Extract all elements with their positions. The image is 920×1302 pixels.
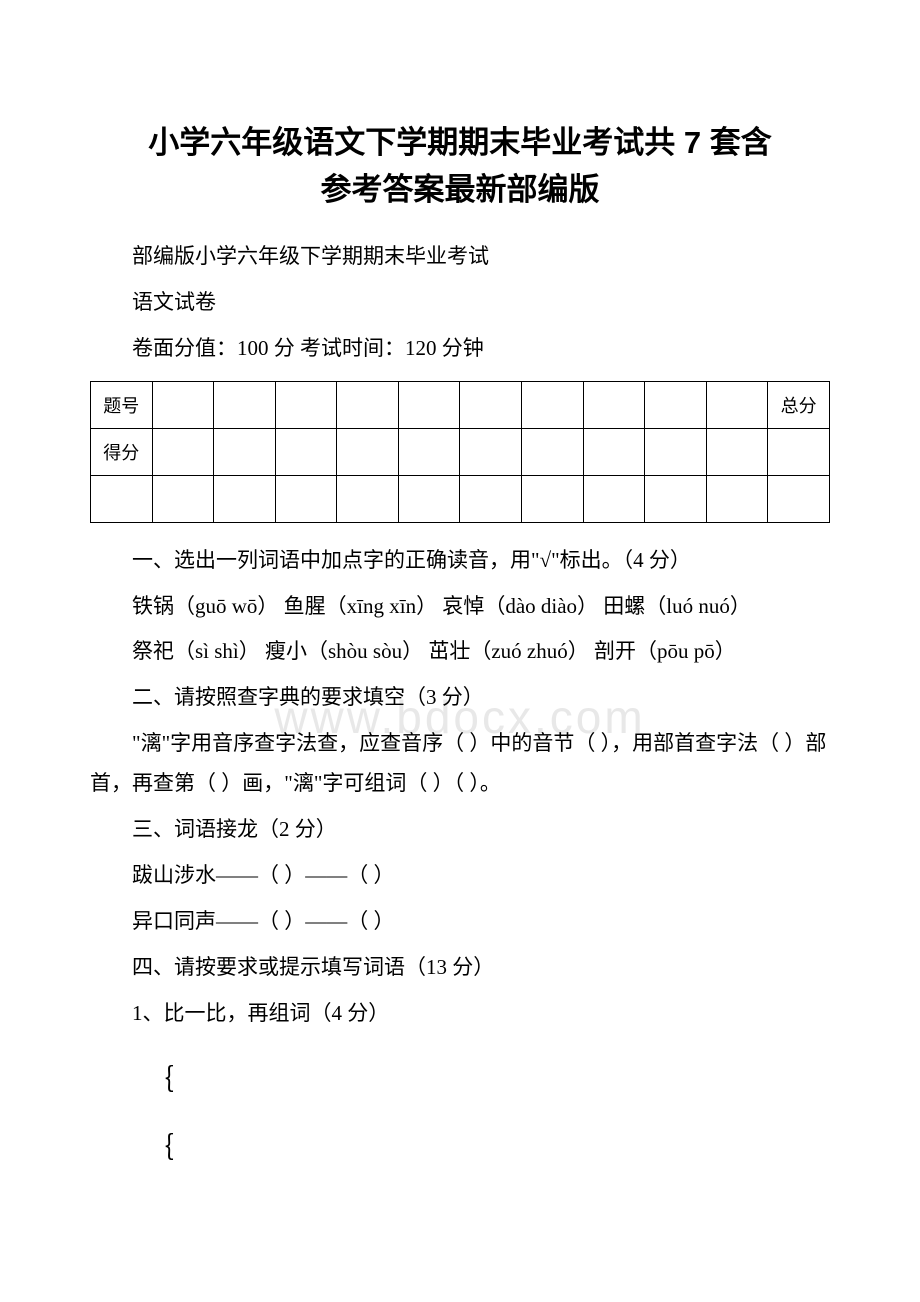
table-cell	[460, 381, 522, 428]
table-cell	[706, 475, 768, 522]
table-cell	[398, 428, 460, 475]
title-line-1: 小学六年级语文下学期期末毕业考试共 7 套含	[148, 125, 771, 160]
question-1-title: 一、选出一列词语中加点字的正确读音，用"√"标出。（4 分）	[90, 541, 830, 581]
table-cell	[522, 428, 584, 475]
table-cell	[214, 381, 276, 428]
table-cell-total: 总分	[768, 381, 830, 428]
table-cell	[337, 381, 399, 428]
table-cell	[275, 475, 337, 522]
exam-info: 卷面分值：100 分 考试时间：120 分钟	[90, 329, 830, 369]
question-3-line-1: 跋山涉水——（ ）——（ ）	[90, 856, 830, 896]
question-4-sub-1: 1、比一比，再组词（4 分）	[90, 994, 830, 1034]
table-cell	[398, 381, 460, 428]
table-cell	[460, 475, 522, 522]
subtitle-1: 部编版小学六年级下学期期末毕业考试	[90, 237, 830, 277]
table-cell-header: 题号	[91, 381, 153, 428]
table-cell	[275, 381, 337, 428]
document-title: 小学六年级语文下学期期末毕业考试共 7 套含 参考答案最新部编版	[90, 120, 830, 213]
brace-symbol: ｛	[90, 1129, 830, 1168]
table-cell	[398, 475, 460, 522]
table-row	[91, 475, 830, 522]
table-cell	[645, 428, 707, 475]
table-cell	[706, 381, 768, 428]
subtitle-2: 语文试卷	[90, 283, 830, 323]
table-cell	[583, 428, 645, 475]
table-cell	[275, 428, 337, 475]
table-cell	[337, 475, 399, 522]
table-cell	[706, 428, 768, 475]
table-cell	[152, 381, 214, 428]
table-cell	[522, 381, 584, 428]
table-cell-header: 得分	[91, 428, 153, 475]
question-3-title: 三、词语接龙（2 分）	[90, 810, 830, 850]
table-cell	[583, 475, 645, 522]
question-1-line-1: 铁锅（guō wō） 鱼腥（xīng xīn） 哀悼（dào diào） 田螺（…	[90, 587, 830, 627]
table-cell	[152, 428, 214, 475]
question-2-text: "漓"字用音序查字法查，应查音序（ ）中的音节（ ），用部首查字法（ ）部首，再…	[90, 724, 830, 804]
table-cell	[645, 475, 707, 522]
table-cell	[337, 428, 399, 475]
table-cell	[645, 381, 707, 428]
score-table: 题号 总分 得分	[90, 381, 830, 523]
table-cell	[214, 475, 276, 522]
question-3-line-2: 异口同声——（ ）——（ ）	[90, 902, 830, 942]
table-cell	[152, 475, 214, 522]
table-cell	[768, 428, 830, 475]
question-2-title: 二、请按照查字典的要求填空（3 分）	[90, 678, 830, 718]
table-cell	[768, 475, 830, 522]
table-cell	[214, 428, 276, 475]
table-cell	[460, 428, 522, 475]
question-4-title: 四、请按要求或提示填写词语（13 分）	[90, 948, 830, 988]
table-cell	[91, 475, 153, 522]
title-line-2: 参考答案最新部编版	[321, 172, 600, 207]
table-cell	[522, 475, 584, 522]
table-cell	[583, 381, 645, 428]
question-1-line-2: 祭祀（sì shì） 瘦小（shòu sòu） 茁壮（zuó zhuó） 剖开（…	[90, 632, 830, 672]
brace-symbol: ｛	[90, 1061, 830, 1100]
table-row: 题号 总分	[91, 381, 830, 428]
table-row: 得分	[91, 428, 830, 475]
